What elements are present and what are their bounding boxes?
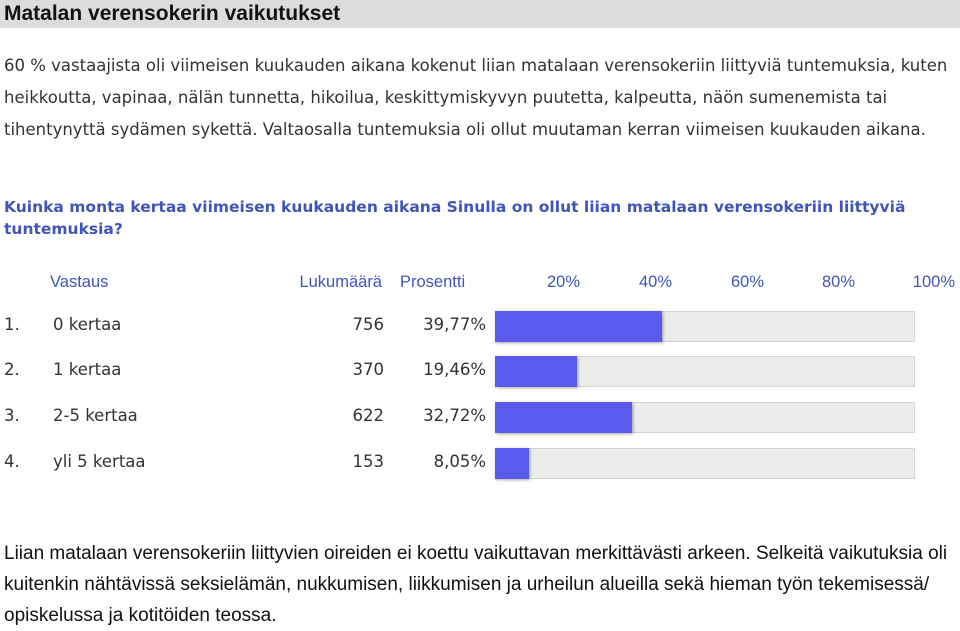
header-count: Lukumäärä xyxy=(299,273,382,291)
scale-tick-label: 100% xyxy=(912,273,955,291)
row-percent: 32,72% xyxy=(423,406,486,425)
row-label: 2-5 kertaa xyxy=(53,406,138,425)
bar-track xyxy=(495,448,915,479)
page-title: Matalan verensokerin vaikutukset xyxy=(0,0,960,28)
row-number: 4. xyxy=(4,452,20,471)
scale-tick-label: 20% xyxy=(546,273,580,291)
row-percent: 8,05% xyxy=(433,452,486,471)
row-percent: 19,46% xyxy=(423,360,486,379)
bar-2-5-kertaa xyxy=(495,402,632,433)
row-label: 1 kertaa xyxy=(53,360,122,379)
row-number: 3. xyxy=(4,406,20,425)
header-percent: Prosentti xyxy=(400,273,466,291)
scale-tick-label: 60% xyxy=(730,273,764,291)
row-label: 0 kertaa xyxy=(53,315,122,334)
row-number: 2. xyxy=(4,360,20,379)
row-count: 756 xyxy=(352,315,385,334)
bar-0-kertaa xyxy=(495,311,662,342)
scale-tick-label: 40% xyxy=(638,273,672,291)
row-count: 622 xyxy=(352,406,385,425)
row-count: 153 xyxy=(352,452,385,471)
survey-question: Kuinka monta kertaa viimeisen kuukauden … xyxy=(4,198,906,238)
intro-paragraph: 60 % vastaajista oli viimeisen kuukauden… xyxy=(4,56,948,139)
bar-1-kertaa xyxy=(495,356,577,387)
conclusion-paragraph: Liian matalaan verensokeriin liittyvien … xyxy=(4,543,948,626)
row-count: 370 xyxy=(352,360,385,379)
header-answer: Vastaus xyxy=(50,273,109,291)
row-number: 1. xyxy=(4,315,20,334)
row-percent: 39,77% xyxy=(423,315,486,334)
scale-tick-label: 80% xyxy=(821,273,855,291)
bar-yli-5-kertaa xyxy=(495,448,529,479)
row-label: yli 5 kertaa xyxy=(53,452,146,471)
